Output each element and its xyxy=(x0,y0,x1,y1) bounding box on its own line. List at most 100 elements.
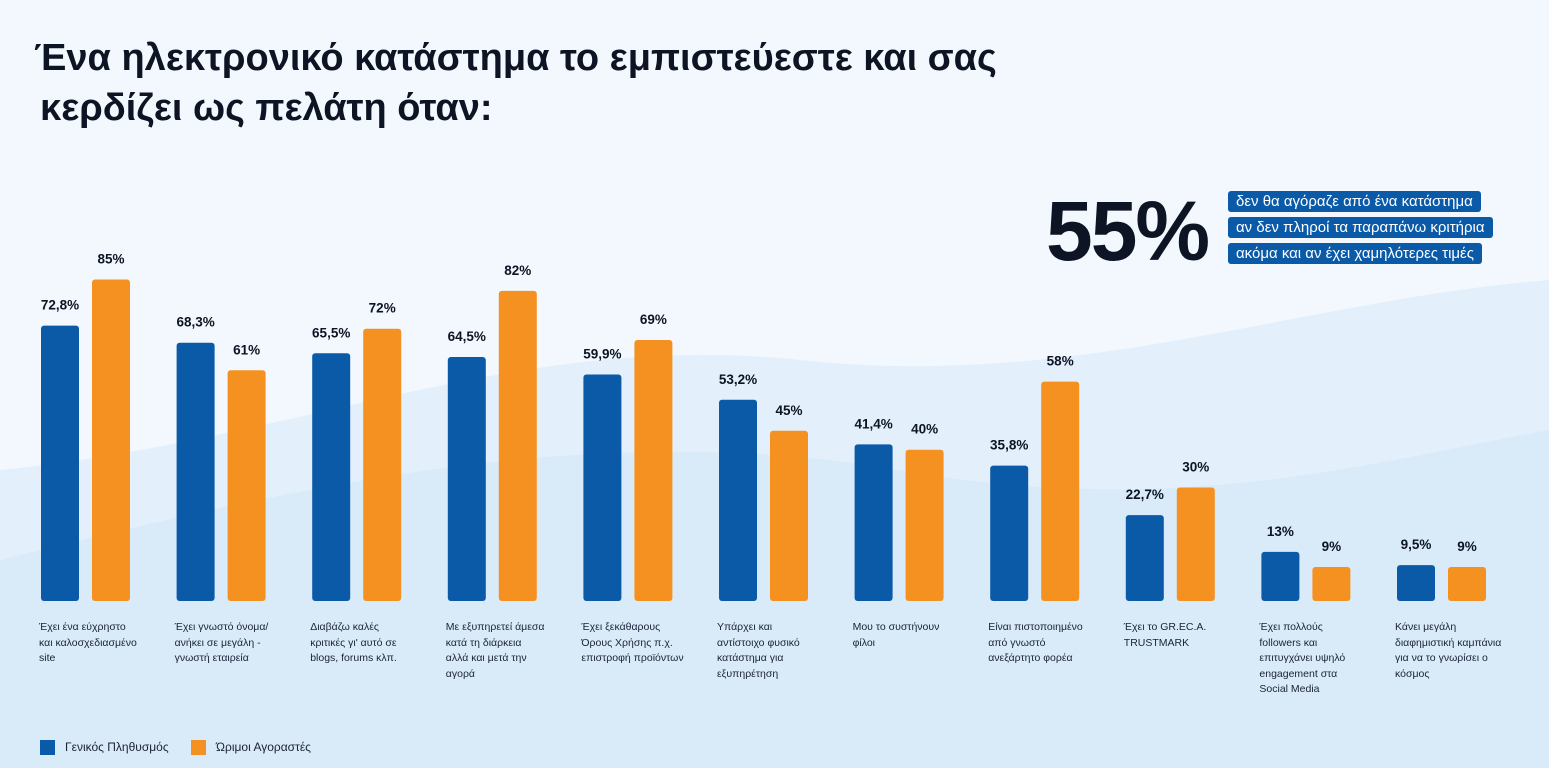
data-label: 9% xyxy=(1457,539,1477,554)
category-label: Μου το συστήνουν φίλοι xyxy=(853,620,971,651)
category-label-line: αλλά και μετά την xyxy=(445,652,527,664)
category-label: Έχει το GR.EC.A. TRUSTMARK xyxy=(1124,620,1242,651)
bar-mature xyxy=(227,370,266,601)
bar-mature xyxy=(634,340,673,601)
data-label: 9% xyxy=(1322,539,1342,554)
data-label: 9,5% xyxy=(1401,537,1432,552)
category-label-line: κριτικές γι' αυτό σε xyxy=(310,636,397,649)
bar-general xyxy=(312,353,351,601)
category-label-line: Κάνει μεγάλη xyxy=(1395,621,1457,633)
bar-mature xyxy=(1176,487,1215,601)
data-label: 68,3% xyxy=(176,315,214,330)
bar-mature xyxy=(92,279,130,601)
category-label-line: εξυπηρέτηση xyxy=(717,667,779,680)
bar-general xyxy=(583,374,622,601)
bar-mature xyxy=(1312,566,1351,601)
bar-general xyxy=(719,399,757,601)
page-title-line-1: Ένα ηλεκτρονικό κατάστημα το εμπιστεύεστ… xyxy=(34,37,997,79)
category-label-line: Όρους Χρήσης π.χ. xyxy=(581,636,673,649)
data-label: 61% xyxy=(233,342,260,357)
category-label-line: blogs, forums κλπ. xyxy=(310,652,397,664)
data-label: 35,8% xyxy=(990,438,1028,453)
category-label-line: Διαβάζω καλές xyxy=(310,621,379,633)
data-label: 72,8% xyxy=(41,298,79,313)
data-label: 65,5% xyxy=(312,325,350,340)
data-label: 82% xyxy=(504,263,531,278)
legend-item-mature: Ώριμοι Αγοραστές xyxy=(191,738,311,756)
legend-label-general: Γενικός Πληθυσμός xyxy=(65,740,169,754)
legend-swatch-mature xyxy=(191,739,206,755)
data-label: 13% xyxy=(1267,524,1294,539)
category-label-line: διαφημιστική καμπάνια xyxy=(1395,636,1502,649)
bar-general xyxy=(1125,515,1164,601)
bar-general xyxy=(447,357,486,601)
bar-mature xyxy=(363,328,402,601)
category-label-line: engagement στα xyxy=(1259,667,1338,680)
category-label: Έχει γνωστό όνομα/ανήκει σε μεγάλη - γνωσ… xyxy=(175,620,293,667)
data-label: 59,9% xyxy=(583,346,621,361)
category-label-line: Είναι πιστοποιημένο xyxy=(988,621,1083,633)
data-label: 64,5% xyxy=(448,329,486,344)
data-label: 72% xyxy=(369,301,396,316)
category-label-line: Έχει γνωστό όνομα/ xyxy=(174,621,269,633)
category-label-line: Με εξυπηρετεί άμεσα xyxy=(445,621,545,633)
data-label: 22,7% xyxy=(1126,487,1164,502)
category-label-line: Έχει ένα εύχρηστο xyxy=(39,621,126,633)
category-label-line: Έχει το GR.EC.A. xyxy=(1123,621,1207,633)
category-label-line: κόσμος xyxy=(1395,667,1430,680)
page-title-line-2: κερδίζει ως πελάτη όταν: xyxy=(40,87,493,129)
bar-mature xyxy=(1041,381,1080,601)
data-label: 40% xyxy=(911,422,938,437)
bar-mature xyxy=(498,290,537,601)
category-label-line: ανήκει σε μεγάλη - xyxy=(174,636,261,649)
category-label: Με εξυπηρετεί άμεσα κατά τη διάρκεια αλλά … xyxy=(446,620,564,682)
category-label: Είναι πιστοποιημένο από γνωστό ανεξάρτητο … xyxy=(988,620,1106,667)
data-label: 45% xyxy=(775,403,802,418)
category-label-line: Έχει πολλούς xyxy=(1259,621,1323,633)
callout-line-3: ακόμα και αν έχει χαμηλότερες τιμές xyxy=(1228,243,1482,264)
category-label-line: site xyxy=(39,652,56,664)
category-label-line: για να το γνωρίσει ο xyxy=(1395,652,1488,664)
bar-general xyxy=(41,325,79,601)
bar-mature xyxy=(1448,566,1486,601)
category-label: Έχει πολλούς followers και επιτυγχάνει υψη… xyxy=(1259,620,1377,698)
callout-line-1: δεν θα αγόραζε από ένα κατάστημα xyxy=(1228,191,1481,212)
category-label-line: επιτυγχάνει υψηλό xyxy=(1259,652,1346,664)
category-label-line: επιστροφή προϊόντων xyxy=(581,652,684,664)
bar-general xyxy=(1261,551,1300,601)
category-label-line: γνωστή εταιρεία xyxy=(174,652,249,664)
bar-mature xyxy=(770,430,808,601)
bar-general xyxy=(1397,565,1435,601)
data-label: 58% xyxy=(1047,354,1074,369)
legend-label-mature: Ώριμοι Αγοραστές xyxy=(216,740,311,754)
data-label: 41,4% xyxy=(854,416,892,431)
callout-line-2: αν δεν πληροί τα παραπάνω κριτήρια xyxy=(1228,217,1493,238)
data-label: 30% xyxy=(1182,460,1209,475)
category-label: Διαβάζω καλές κριτικές γι' αυτό σε blogs, … xyxy=(310,620,428,667)
category-label-line: αγορά xyxy=(445,667,475,680)
category-label-line: Social Media xyxy=(1259,683,1320,695)
category-label-line: ανεξάρτητο φορέα xyxy=(988,652,1073,664)
legend-swatch-general xyxy=(40,739,55,755)
bar-general xyxy=(990,465,1029,601)
data-label: 85% xyxy=(97,252,124,267)
category-label-line: Μου το συστήνουν xyxy=(852,621,940,633)
bar-general xyxy=(176,342,215,601)
category-label: Υπάρχει και αντίστοιχο φυσικό κατάστημα γι… xyxy=(717,620,835,682)
callout-percentage: 55% xyxy=(1046,184,1210,278)
category-label-line: followers και xyxy=(1259,636,1318,649)
category-label-line: TRUSTMARK xyxy=(1123,636,1190,649)
category-label-line: φίλοι xyxy=(852,636,875,649)
category-label-line: κατά τη διάρκεια xyxy=(445,636,522,649)
bar-general xyxy=(854,444,893,601)
category-label-line: Υπάρχει και xyxy=(717,621,773,633)
data-label: 69% xyxy=(640,312,667,327)
category-label-line: Έχει ξεκάθαρους xyxy=(581,621,661,633)
legend-item-general: Γενικός Πληθυσμός xyxy=(40,738,169,756)
bar-mature xyxy=(905,449,944,601)
category-label-line: κατάστημα για xyxy=(717,652,784,664)
category-label: Έχει ένα εύχρηστο και καλοσχεδιασμένο site xyxy=(39,620,157,667)
category-label-line: αντίστοιχο φυσικό xyxy=(717,636,800,649)
category-label: Έχει ξεκάθαρους Όρους Χρήσης π.χ. επιστροφ… xyxy=(581,620,699,667)
